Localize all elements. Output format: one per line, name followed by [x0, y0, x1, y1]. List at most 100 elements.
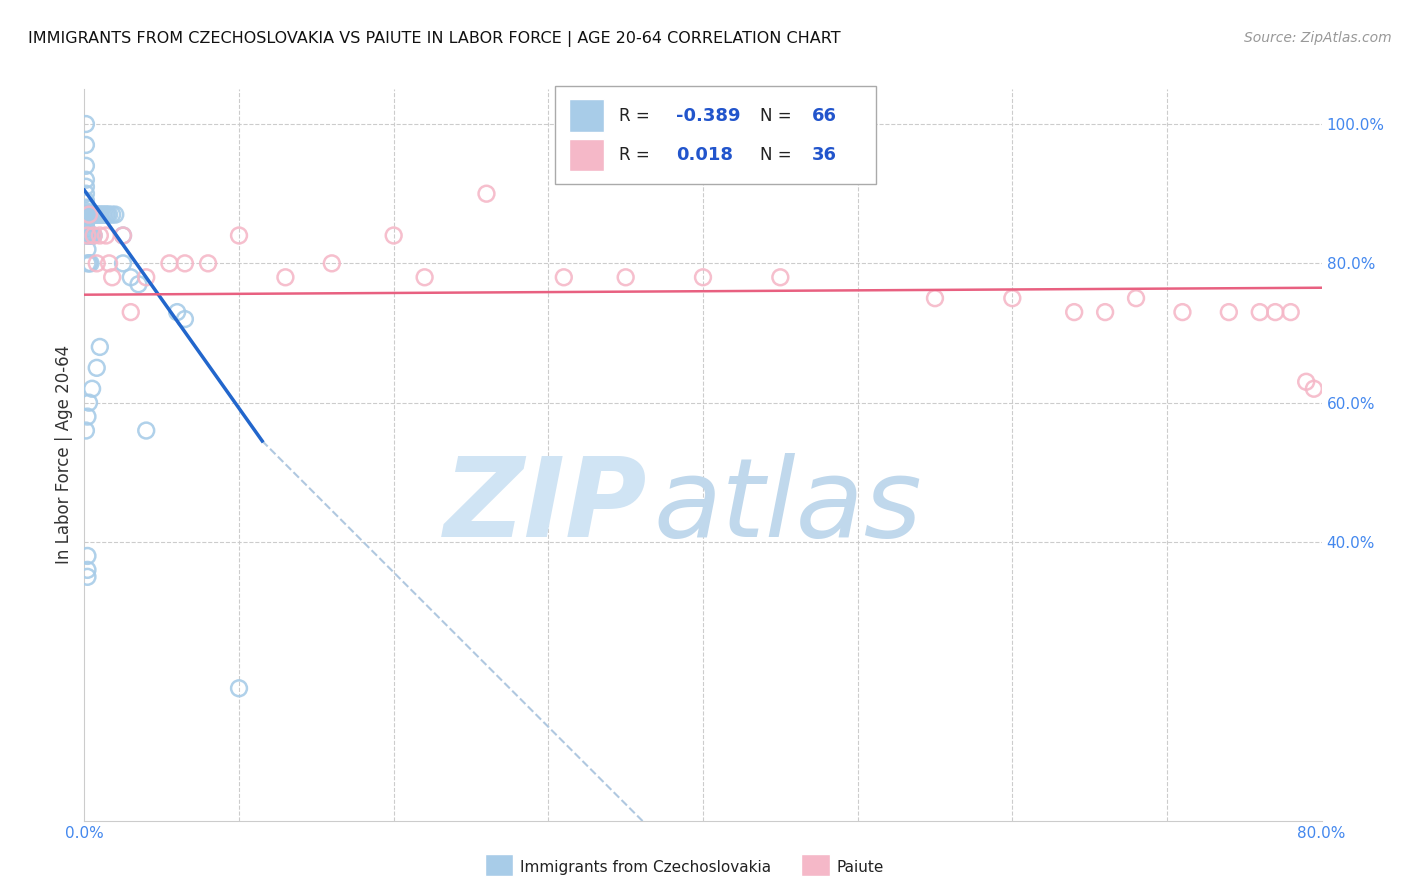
Point [76, 228, 98, 243]
Point [75, 225, 97, 239]
Point [75, 227, 97, 241]
Point [159, 256, 181, 270]
Point [76, 549, 98, 563]
Point [120, 270, 142, 285]
Text: -0.389: -0.389 [676, 106, 741, 125]
Point [75, 216, 97, 230]
Point [79, 228, 101, 243]
Point [82, 228, 104, 243]
Point [97, 208, 120, 222]
Point [174, 312, 197, 326]
Text: 0.018: 0.018 [676, 146, 733, 164]
Text: N =: N = [759, 106, 792, 125]
Point [87, 208, 110, 222]
Point [83, 228, 105, 243]
Point [75, 424, 97, 438]
Point [76, 228, 98, 243]
Point [83, 228, 105, 243]
Point [75, 213, 97, 227]
Point [77, 208, 100, 222]
Point [1264, 305, 1286, 319]
Text: atlas: atlas [654, 452, 922, 559]
Point [321, 256, 343, 270]
Point [75, 214, 97, 228]
Point [475, 186, 498, 201]
Point [75, 194, 97, 208]
Text: R =: R = [619, 106, 650, 125]
Point [75, 228, 97, 243]
Point [553, 270, 575, 285]
Point [75, 137, 97, 152]
Point [90, 208, 112, 222]
Bar [569, 139, 605, 171]
Point [135, 424, 157, 438]
Point [89, 340, 111, 354]
Point [135, 270, 157, 285]
Point [101, 270, 124, 285]
Text: IMMIGRANTS FROM CZECHOSLOVAKIA VS PAIUTE IN LABOR FORCE | AGE 20-64 CORRELATION : IMMIGRANTS FROM CZECHOSLOVAKIA VS PAIUTE… [28, 31, 841, 47]
Point [75, 208, 97, 222]
Point [98, 208, 121, 222]
Point [77, 208, 100, 222]
Point [76, 208, 98, 222]
Point [101, 208, 124, 222]
Point [75, 206, 97, 220]
Point [77, 228, 100, 243]
Point [89, 228, 111, 243]
Text: Paiute: Paiute [837, 860, 884, 874]
Point [77, 395, 100, 409]
Y-axis label: In Labor Force | Age 20-64: In Labor Force | Age 20-64 [55, 345, 73, 565]
Point [614, 270, 637, 285]
Point [197, 256, 219, 270]
Point [75, 159, 97, 173]
Point [94, 208, 117, 222]
Point [75, 211, 97, 225]
Point [75, 219, 97, 234]
Point [94, 228, 117, 243]
Point [79, 208, 101, 222]
Point [83, 208, 105, 222]
Point [1279, 305, 1302, 319]
Bar [569, 99, 605, 132]
Point [76, 243, 98, 257]
Point [76, 409, 98, 424]
Point [228, 228, 250, 243]
Point [75, 221, 97, 235]
Point [228, 681, 250, 696]
Point [98, 256, 121, 270]
Point [1094, 305, 1116, 319]
Point [1125, 291, 1147, 305]
Point [75, 209, 97, 223]
Point [91, 208, 114, 222]
Text: Source: ZipAtlas.com: Source: ZipAtlas.com [1244, 31, 1392, 45]
Point [112, 228, 135, 243]
Text: 66: 66 [811, 106, 837, 125]
Point [274, 270, 297, 285]
Point [76, 563, 98, 577]
Point [166, 305, 188, 319]
Point [75, 218, 97, 232]
Text: 36: 36 [811, 146, 837, 164]
Point [1001, 291, 1024, 305]
Point [76, 570, 98, 584]
Point [924, 291, 946, 305]
FancyBboxPatch shape [554, 86, 876, 185]
Point [174, 256, 197, 270]
Point [84, 208, 107, 222]
Point [413, 270, 436, 285]
Point [692, 270, 714, 285]
Point [77, 256, 100, 270]
Point [1171, 305, 1194, 319]
Point [382, 228, 405, 243]
Point [82, 208, 104, 222]
Point [1303, 382, 1326, 396]
Point [128, 277, 150, 292]
Text: R =: R = [619, 146, 650, 164]
Point [79, 256, 101, 270]
Point [76, 256, 98, 270]
Point [1218, 305, 1240, 319]
Point [93, 208, 115, 222]
Point [75, 117, 97, 131]
Point [75, 223, 97, 237]
Point [112, 228, 135, 243]
